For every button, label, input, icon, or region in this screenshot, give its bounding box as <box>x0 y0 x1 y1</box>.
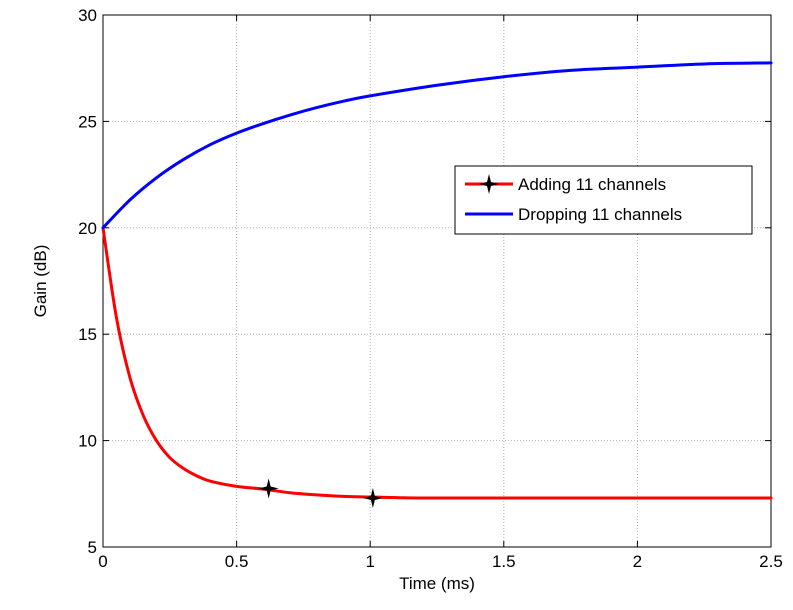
x-tick-label: 0.5 <box>225 552 249 571</box>
y-tick-label: 30 <box>78 6 97 25</box>
y-tick-label: 20 <box>78 219 97 238</box>
x-tick-label: 1.5 <box>492 552 516 571</box>
legend-label: Dropping 11 channels <box>518 205 682 224</box>
x-axis-label: Time (ms) <box>399 574 475 593</box>
x-tick-label: 2.5 <box>759 552 783 571</box>
x-tick-label: 1 <box>365 552 374 571</box>
plot-background <box>103 15 771 547</box>
y-tick-label: 15 <box>78 325 97 344</box>
y-tick-label: 5 <box>88 538 97 557</box>
legend-label: Adding 11 channels <box>518 175 666 194</box>
y-tick-label: 25 <box>78 112 97 131</box>
x-tick-label: 0 <box>98 552 107 571</box>
legend: Adding 11 channels Dropping 11 channels <box>455 166 752 234</box>
y-axis-label: Gain (dB) <box>31 245 50 318</box>
y-tick-label: 10 <box>78 432 97 451</box>
x-tick-label: 2 <box>633 552 642 571</box>
